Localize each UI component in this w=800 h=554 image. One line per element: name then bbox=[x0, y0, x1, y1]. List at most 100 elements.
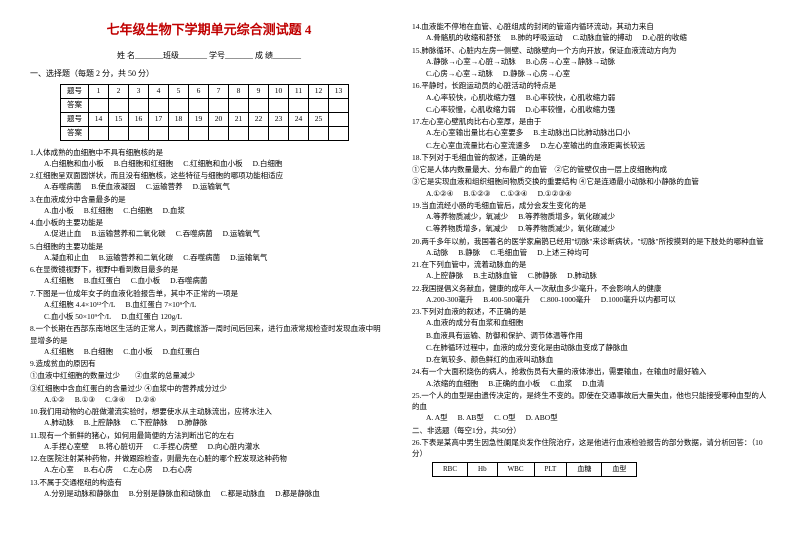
option: C.心房→心室→动脉 bbox=[426, 69, 493, 78]
question-text: 17.左心室心壁肌肉比右心室厚，是由于 bbox=[412, 116, 770, 127]
question-options: A.红细胞B.白细胞C.血小板D.血红蛋白 bbox=[30, 346, 388, 357]
question-text: 5.白细胞的主要功能是 bbox=[30, 241, 388, 252]
option: C.①③④ bbox=[501, 189, 528, 198]
question-options: A.红细胞B.血红蛋白C.血小板D.吞噬病菌 bbox=[30, 275, 388, 286]
question: 26.下表是某高中男生因急性阑尾炎发作住院治疗，这是他进行血液检验报告的部分数据… bbox=[412, 437, 770, 460]
question-options: A.等养物质减少，氧减少B.等养物质增多，氧化碳减少 bbox=[412, 211, 770, 222]
option: D.心脏的收缩 bbox=[642, 33, 687, 42]
question-options: A.①②B.①③C.③④D.②④ bbox=[30, 394, 388, 405]
question-text: 25.一个人的血型是由遗传决定的，是终生不变的。即使在交通事故后大量失血，他也只… bbox=[412, 390, 770, 413]
option: B.血红蛋白 7×10⁹个/L bbox=[125, 300, 196, 309]
question: 二、非选题（每空1分，共50分） bbox=[412, 425, 770, 436]
question: 16.平静时，长跑运动员的心脏活动的特点是A.心率较快，心肌收缩力强B.心率较快… bbox=[412, 80, 770, 103]
question: 22.我国提倡义务献血，健康的成年人一次献血多少毫升，不会影响人的健康A.200… bbox=[412, 283, 770, 306]
option: D.吞噬病菌 bbox=[170, 276, 207, 285]
option: A.①②④ bbox=[426, 189, 453, 198]
question-options: C.心房→心室→动脉D.静脉→心房→心室 bbox=[412, 68, 770, 79]
student-info-line: 姓 名_______班级_______ 学号_______ 成 绩_______ bbox=[30, 50, 388, 62]
question-text: 13.不属于交通枢纽的构造有 bbox=[30, 477, 388, 488]
question: 13.不属于交通枢纽的构造有A.分别是动脉和静脉血B.分别是静脉血和动脉血C.都… bbox=[30, 477, 388, 500]
option: A.骨骼肌的收缩和舒张 bbox=[426, 33, 501, 42]
question: 5.白细胞的主要功能是A.凝血和止血B.运输营养和二氧化碳C.吞噬病菌D.运输氧… bbox=[30, 241, 388, 264]
question: 9.造成贫血的原因有 bbox=[30, 358, 388, 369]
option: C.在肺循环过程中，血液的成分变化是由动脉血变成了静脉血 bbox=[426, 343, 628, 352]
right-questions: 14.血液能不停地在血管、心脏组成的封闭的管道内循环流动，其动力来自A.骨骼肌的… bbox=[412, 21, 770, 459]
question-options: A.200-300毫升B.400-500毫升C.800-1000毫升D.1000… bbox=[412, 294, 770, 305]
question-text: 12.在医院注射某种药物，并做跟踪检查，则最先在心脏的哪个腔发现这种药物 bbox=[30, 453, 388, 464]
option: A.等养物质减少，氧减少 bbox=[426, 212, 508, 221]
option: A.浓缩的血细胞 bbox=[426, 379, 478, 388]
question: C.左心室血流量比右心室流速多 D.左心室输出的血液距离长较远 bbox=[412, 140, 770, 151]
option: C.肺静脉 bbox=[528, 271, 557, 280]
question: 3.在血液成分中含量最多的是A.血小板B.红细胞C.白细胞D.血浆 bbox=[30, 194, 388, 217]
option: C.等养物质增多，氧减少 bbox=[426, 224, 508, 233]
grid-label: 题号 bbox=[61, 84, 89, 98]
question-options: A.促进止血B.运输营养和二氧化碳C.吞噬病菌D.运输氧气 bbox=[30, 228, 388, 239]
option: B.主动脉出口比肺动脉出口小 bbox=[533, 128, 630, 137]
question-text: 10.我们用动物的心脏做灌流实验时，想要使水从主动脉流出，应将水注入 bbox=[30, 406, 388, 417]
option: A.白细胞和血小板 bbox=[44, 159, 104, 168]
option: D.肺静脉 bbox=[178, 418, 208, 427]
question-text: 24.有一个大面积烧伤的病人，抢救伤员有大量的液体渗出，需要输血，在输血时最好输… bbox=[412, 366, 770, 377]
option: D.②④ bbox=[135, 395, 156, 404]
question: C.在肺循环过程中，血液的成分变化是由动脉血变成了静脉血 bbox=[412, 342, 770, 353]
option: D.①②③④ bbox=[538, 189, 572, 198]
question-options: A.血液的成分有血浆和血细胞 bbox=[412, 317, 770, 328]
option: B.运输营养和二氧化碳 bbox=[99, 253, 173, 262]
answer-grid: 题号 12345678910111213 答案 题号 1415161718192… bbox=[60, 84, 349, 141]
option: A.红细胞 bbox=[44, 347, 74, 356]
question-options: A.①②④B.①②③C.①③④D.①②③④ bbox=[412, 188, 770, 199]
question-options: A.左心室B.右心房C.左心房D.右心房 bbox=[30, 464, 388, 475]
question-options: A.吞噬病菌B.使血液凝固C.运输营养D.运输氧气 bbox=[30, 181, 388, 192]
option: D.血浆 bbox=[163, 206, 185, 215]
option: A. A型 bbox=[426, 413, 448, 422]
question: 18.下列对于毛细血管的叙述，正确的是 bbox=[412, 152, 770, 163]
option: D.在氧较多、颜色鲜红的血液叫动脉血 bbox=[426, 355, 553, 364]
option: D.心率较慢，心肌收缩力强 bbox=[525, 105, 615, 114]
option: C.左心室血流量比右心室流速多 bbox=[426, 141, 530, 150]
option: D.左心室输出的血液距离长较远 bbox=[540, 141, 645, 150]
section-1-header: 一、选择题（每题 2 分，共 50 分） bbox=[30, 68, 388, 80]
option: C.动脉血管的搏动 bbox=[573, 33, 632, 42]
option: D.上述三种均可 bbox=[537, 248, 589, 257]
question: ③红细胞中含血红蛋白的含量过少 ④血浆中的营养成分过少A.①②B.①③C.③④D… bbox=[30, 383, 388, 406]
question-options: A.心率较快，心肌收缩力强B.心率较快，心肌收缩力弱 bbox=[412, 92, 770, 103]
option: C.心率较慢，心肌收缩力弱 bbox=[426, 105, 515, 114]
option: A.肺动脉 bbox=[44, 418, 74, 427]
question-text: 20.两千多年以前，我国著名的医学家扁鹊已经用"切脉"来诊断病状，"切脉"所按摸… bbox=[412, 236, 770, 247]
option: C.③④ bbox=[105, 395, 125, 404]
option: C.毛细血管 bbox=[490, 248, 527, 257]
option: A.心率较快，心肌收缩力强 bbox=[426, 93, 516, 102]
option: C.手捏心房壁 bbox=[153, 442, 197, 451]
question-options: C.心率较慢，心肌收缩力弱 D.心率较慢，心肌收缩力强 bbox=[412, 104, 770, 115]
option: D.运输氧气 bbox=[193, 182, 230, 191]
question-options: A.静脉→心室→心脏→动脉B.心房→心室→静脉→动脉 bbox=[412, 56, 770, 67]
option: C.红细胞和血小板 bbox=[183, 159, 242, 168]
question-options: A.左心室输出量比右心室要多B.主动脉出口比肺动脉出口小 bbox=[412, 127, 770, 138]
option: B.右心房 bbox=[84, 465, 113, 474]
option: B.主动脉血管 bbox=[473, 271, 517, 280]
question-text: 11.现有一个新鲜的猪心，如何用最简便的方法判断出它的左右 bbox=[30, 430, 388, 441]
question: 25.一个人的血型是由遗传决定的，是终生不变的。即使在交通事故后大量失血，他也只… bbox=[412, 390, 770, 424]
option: B.血液具有运输、防御和保护、调节体温等作用 bbox=[426, 331, 583, 340]
question: 10.我们用动物的心脏做灌流实验时，想要使水从主动脉流出，应将水注入A.肺动脉B… bbox=[30, 406, 388, 429]
option: D.运输氧气 bbox=[223, 229, 260, 238]
option: D. ABO型 bbox=[526, 413, 558, 422]
question-text: ③它是实现血液和组织细胞间物质交换的重要结构 ④它是连通最小动脉和小静脉的血管 bbox=[412, 176, 770, 187]
question-options: D.在氧较多、颜色鲜红的血液叫动脉血 bbox=[412, 354, 770, 365]
question-options: A.动脉B.静脉C.毛细血管D.上述三种均可 bbox=[412, 247, 770, 258]
question-options: A.血小板B.红细胞C.白细胞D.血浆 bbox=[30, 205, 388, 216]
question: C.心房→心室→动脉D.静脉→心房→心室 bbox=[412, 68, 770, 79]
question: ①它是人体内数量最大、分布最广的血管 ②它的管壁仅由一层上皮细胞构成 bbox=[412, 164, 770, 175]
question-options: A.分别是动脉和静脉血B.分别是静脉血和动脉血C.都是动脉血D.都是静脉血 bbox=[30, 488, 388, 499]
question: 12.在医院注射某种药物，并做跟踪检查，则最先在心脏的哪个腔发现这种药物A.左心… bbox=[30, 453, 388, 476]
option: B.肺的呼吸运动 bbox=[511, 33, 563, 42]
option: B.将心脏切开 bbox=[99, 442, 143, 451]
question: 1.人体成熟的血细胞中不具有细胞核的是A.白细胞和血小板B.白细胞和红细胞C.红… bbox=[30, 147, 388, 170]
option: B.运输营养和二氧化碳 bbox=[91, 229, 165, 238]
option: A.吞噬病菌 bbox=[44, 182, 81, 191]
option: A.静脉→心室→心脏→动脉 bbox=[426, 57, 516, 66]
option: D.血红蛋白 bbox=[163, 347, 200, 356]
question-text: 6.在显微镜视野下，视野中看到数目最多的是 bbox=[30, 264, 388, 275]
option: A.红细胞 4.4×10¹²个/L bbox=[44, 300, 115, 309]
